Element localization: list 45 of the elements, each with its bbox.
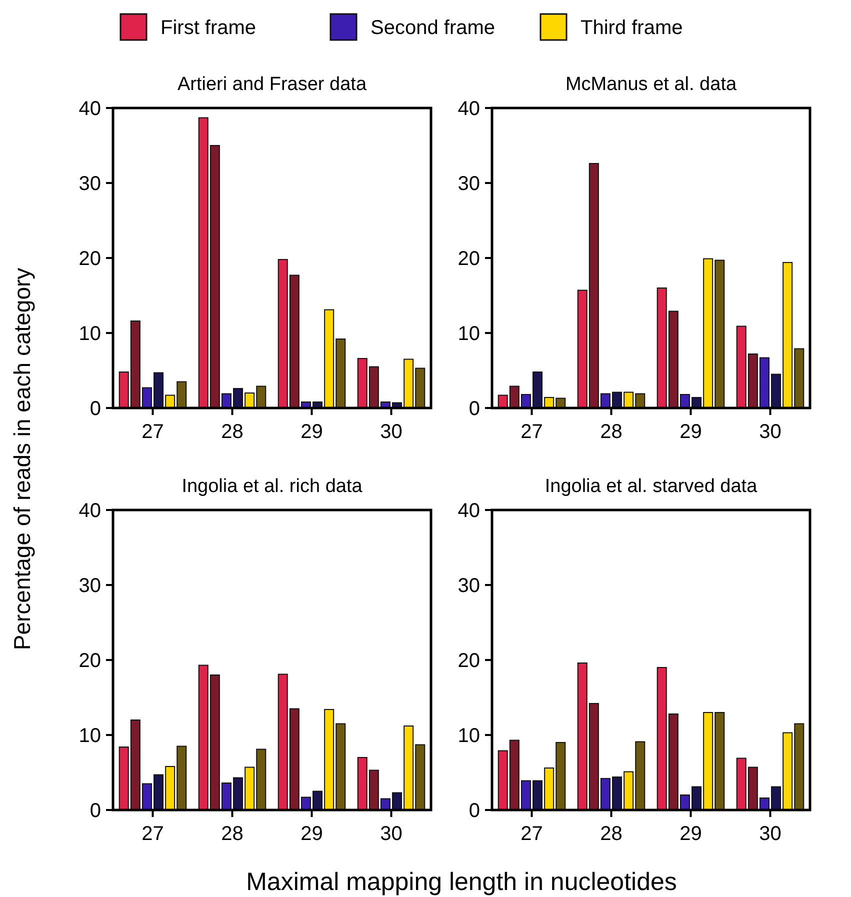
y-tick-label: 0 [468,800,480,822]
chart-title: Ingolia et al. rich data [182,476,363,497]
legend-label: Third frame [580,17,683,39]
legend-label: First frame [160,17,256,39]
x-tick-label: 29 [300,823,323,845]
y-tick-label: 20 [458,650,480,672]
y-tick-label: 10 [458,323,480,345]
y-tick-label: 10 [458,725,480,747]
x-tick-label: 30 [759,421,782,443]
chart-title: Artieri and Fraser data [177,74,367,95]
x-tick-label: 30 [380,421,402,443]
y-tick-label: 0 [90,800,101,822]
x-tick-label: 29 [680,823,702,845]
y-tick-label: 30 [78,575,101,597]
x-tick-label: 28 [221,421,244,443]
legend-label: Second frame [370,17,496,39]
x-tick-label: 28 [221,823,244,845]
y-tick-label: 30 [458,173,480,195]
x-tick-label: 30 [380,823,402,845]
x-tick-label: 27 [520,421,543,443]
chart-title: McManus et al. data [565,74,737,95]
x-tick-label: 27 [142,823,164,845]
y-tick-label: 40 [458,500,480,522]
x-tick-label: 29 [300,421,323,443]
y-tick-label: 30 [78,173,101,195]
y-tick-label: 10 [78,725,101,747]
y-tick-label: 20 [458,248,480,270]
y-tick-label: 20 [78,650,101,672]
x-axis-title: Maximal mapping length in nucleotides [246,868,677,896]
y-tick-label: 40 [458,98,480,120]
x-tick-label: 29 [680,421,702,443]
y-tick-label: 40 [78,500,101,522]
y-axis-title: Percentage of reads in each category [9,267,35,650]
y-tick-label: 40 [78,98,101,120]
x-tick-label: 30 [759,823,782,845]
x-tick-label: 28 [600,421,622,443]
x-tick-label: 28 [600,823,622,845]
y-tick-label: 30 [458,575,480,597]
x-tick-label: 27 [520,823,543,845]
chart-title: Ingolia et al. starved data [544,476,758,497]
x-tick-label: 27 [142,421,164,443]
y-tick-label: 0 [90,398,101,420]
y-tick-label: 20 [78,248,101,270]
y-tick-label: 10 [78,323,101,345]
y-tick-label: 0 [468,398,480,420]
